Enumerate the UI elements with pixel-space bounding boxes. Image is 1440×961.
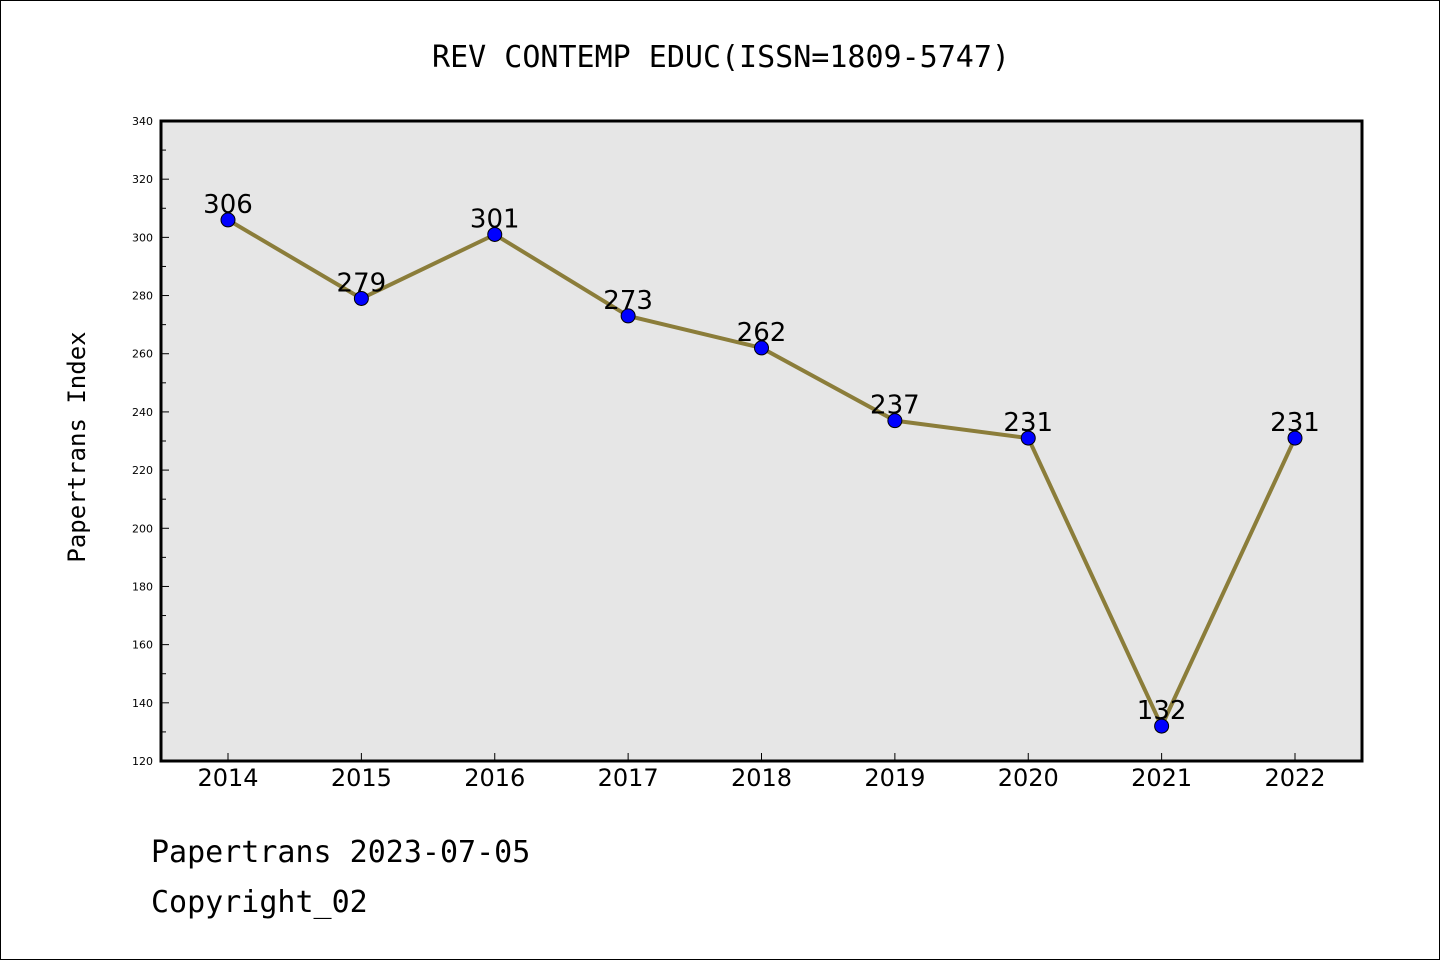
data-point: [620, 308, 636, 324]
data-label: 301: [470, 204, 520, 234]
x-tick-label: 2021: [1131, 764, 1192, 792]
data-point: [1287, 430, 1303, 446]
y-axis: 120 140 160 180 200 220 240 260 280 300 320 340: [132, 115, 169, 768]
data-label: 306: [203, 190, 253, 220]
x-tick-label: 2019: [864, 764, 925, 792]
data-labels: 306 279 301 273 262 237 231 132 231: [203, 190, 1320, 726]
y-tick-label: 180: [132, 580, 153, 593]
y-axis-label: Papertrans Index: [63, 331, 91, 562]
y-tick-label: 260: [132, 348, 153, 361]
data-label: 237: [870, 391, 920, 421]
data-points: [220, 212, 1303, 734]
data-label: 231: [1003, 408, 1053, 438]
data-label: 279: [337, 268, 387, 298]
x-tick-label: 2020: [998, 764, 1059, 792]
chart-title: REV CONTEMP EDUC(ISSN=1809-5747): [432, 40, 1010, 75]
y-tick-label: 140: [132, 697, 153, 710]
footer-copyright: Copyright_02: [151, 885, 368, 920]
y-tick-label: 240: [132, 406, 153, 419]
plot-border: [159, 119, 1364, 763]
data-point: [887, 413, 903, 429]
x-tick-label: 2018: [731, 764, 792, 792]
data-label: 273: [603, 286, 653, 316]
y-tick-label: 320: [132, 173, 153, 186]
data-label: 231: [1270, 408, 1320, 438]
plot-area: [161, 121, 1362, 761]
data-label: 262: [737, 318, 787, 348]
x-axis: 2014 2015 2016 2017 2018 2019 2020 2021 2022: [197, 753, 1326, 792]
data-point: [1020, 430, 1036, 446]
y-tick-label: 280: [132, 290, 153, 303]
data-point: [220, 212, 236, 228]
data-point: [353, 290, 369, 306]
footer-date: Papertrans 2023-07-05: [151, 835, 531, 870]
x-tick-label: 2022: [1264, 764, 1325, 792]
y-tick-label: 200: [132, 522, 153, 535]
y-tick-label: 160: [132, 639, 153, 652]
data-point: [1154, 718, 1170, 734]
data-point: [754, 340, 769, 356]
y-tick-label: 300: [132, 231, 153, 244]
data-point: [487, 226, 503, 242]
y-tick-label: 220: [132, 464, 153, 477]
data-label: 132: [1137, 696, 1187, 726]
y-tick-label: 340: [132, 115, 153, 128]
x-tick-label: 2014: [197, 764, 258, 792]
y-tick-label: 120: [132, 755, 153, 768]
x-tick-label: 2016: [464, 764, 525, 792]
x-tick-label: 2017: [598, 764, 659, 792]
x-tick-label: 2015: [331, 764, 392, 792]
